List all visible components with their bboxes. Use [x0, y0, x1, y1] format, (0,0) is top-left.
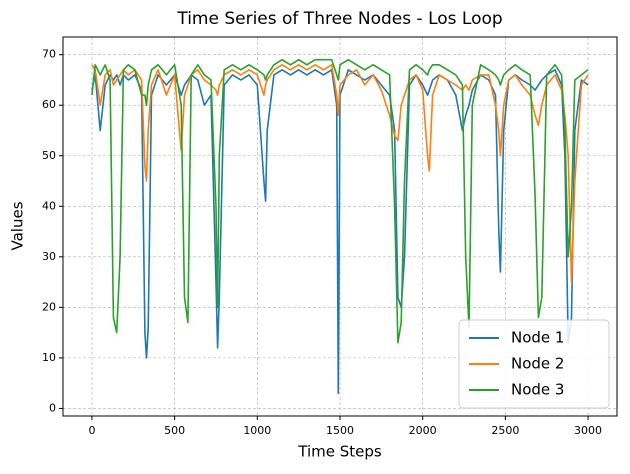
- x-tick-label: 1000: [243, 424, 271, 437]
- y-tick-label: 30: [42, 250, 56, 263]
- series-line: [91, 69, 589, 395]
- x-tick-label: 500: [164, 424, 185, 437]
- y-axis-label: Values: [9, 201, 27, 250]
- x-tick-label: 2500: [491, 424, 519, 437]
- legend-label: Node 1: [511, 329, 564, 347]
- legend-label: Node 3: [511, 381, 564, 399]
- y-tick-label: 10: [42, 351, 56, 364]
- legend-label: Node 2: [511, 355, 564, 373]
- x-tick-label: 1500: [326, 424, 354, 437]
- y-tick-label: 60: [42, 98, 56, 111]
- y-tick-label: 50: [42, 149, 56, 162]
- x-tick-label: 0: [88, 424, 95, 437]
- plot-frame: [62, 36, 618, 417]
- y-tick-label: 40: [42, 199, 56, 212]
- series-line: [91, 58, 589, 344]
- x-tick-label: 2000: [409, 424, 437, 437]
- y-tick-label: 70: [42, 48, 56, 61]
- y-tick-label: 20: [42, 300, 56, 313]
- y-tick-label: 0: [49, 401, 56, 414]
- x-axis-label: Time Steps: [297, 443, 382, 461]
- x-tick-label: 3000: [574, 424, 602, 437]
- series-line: [91, 64, 589, 283]
- legend-box: [458, 319, 610, 409]
- chart-title: Time Series of Three Nodes - Los Loop: [176, 9, 502, 29]
